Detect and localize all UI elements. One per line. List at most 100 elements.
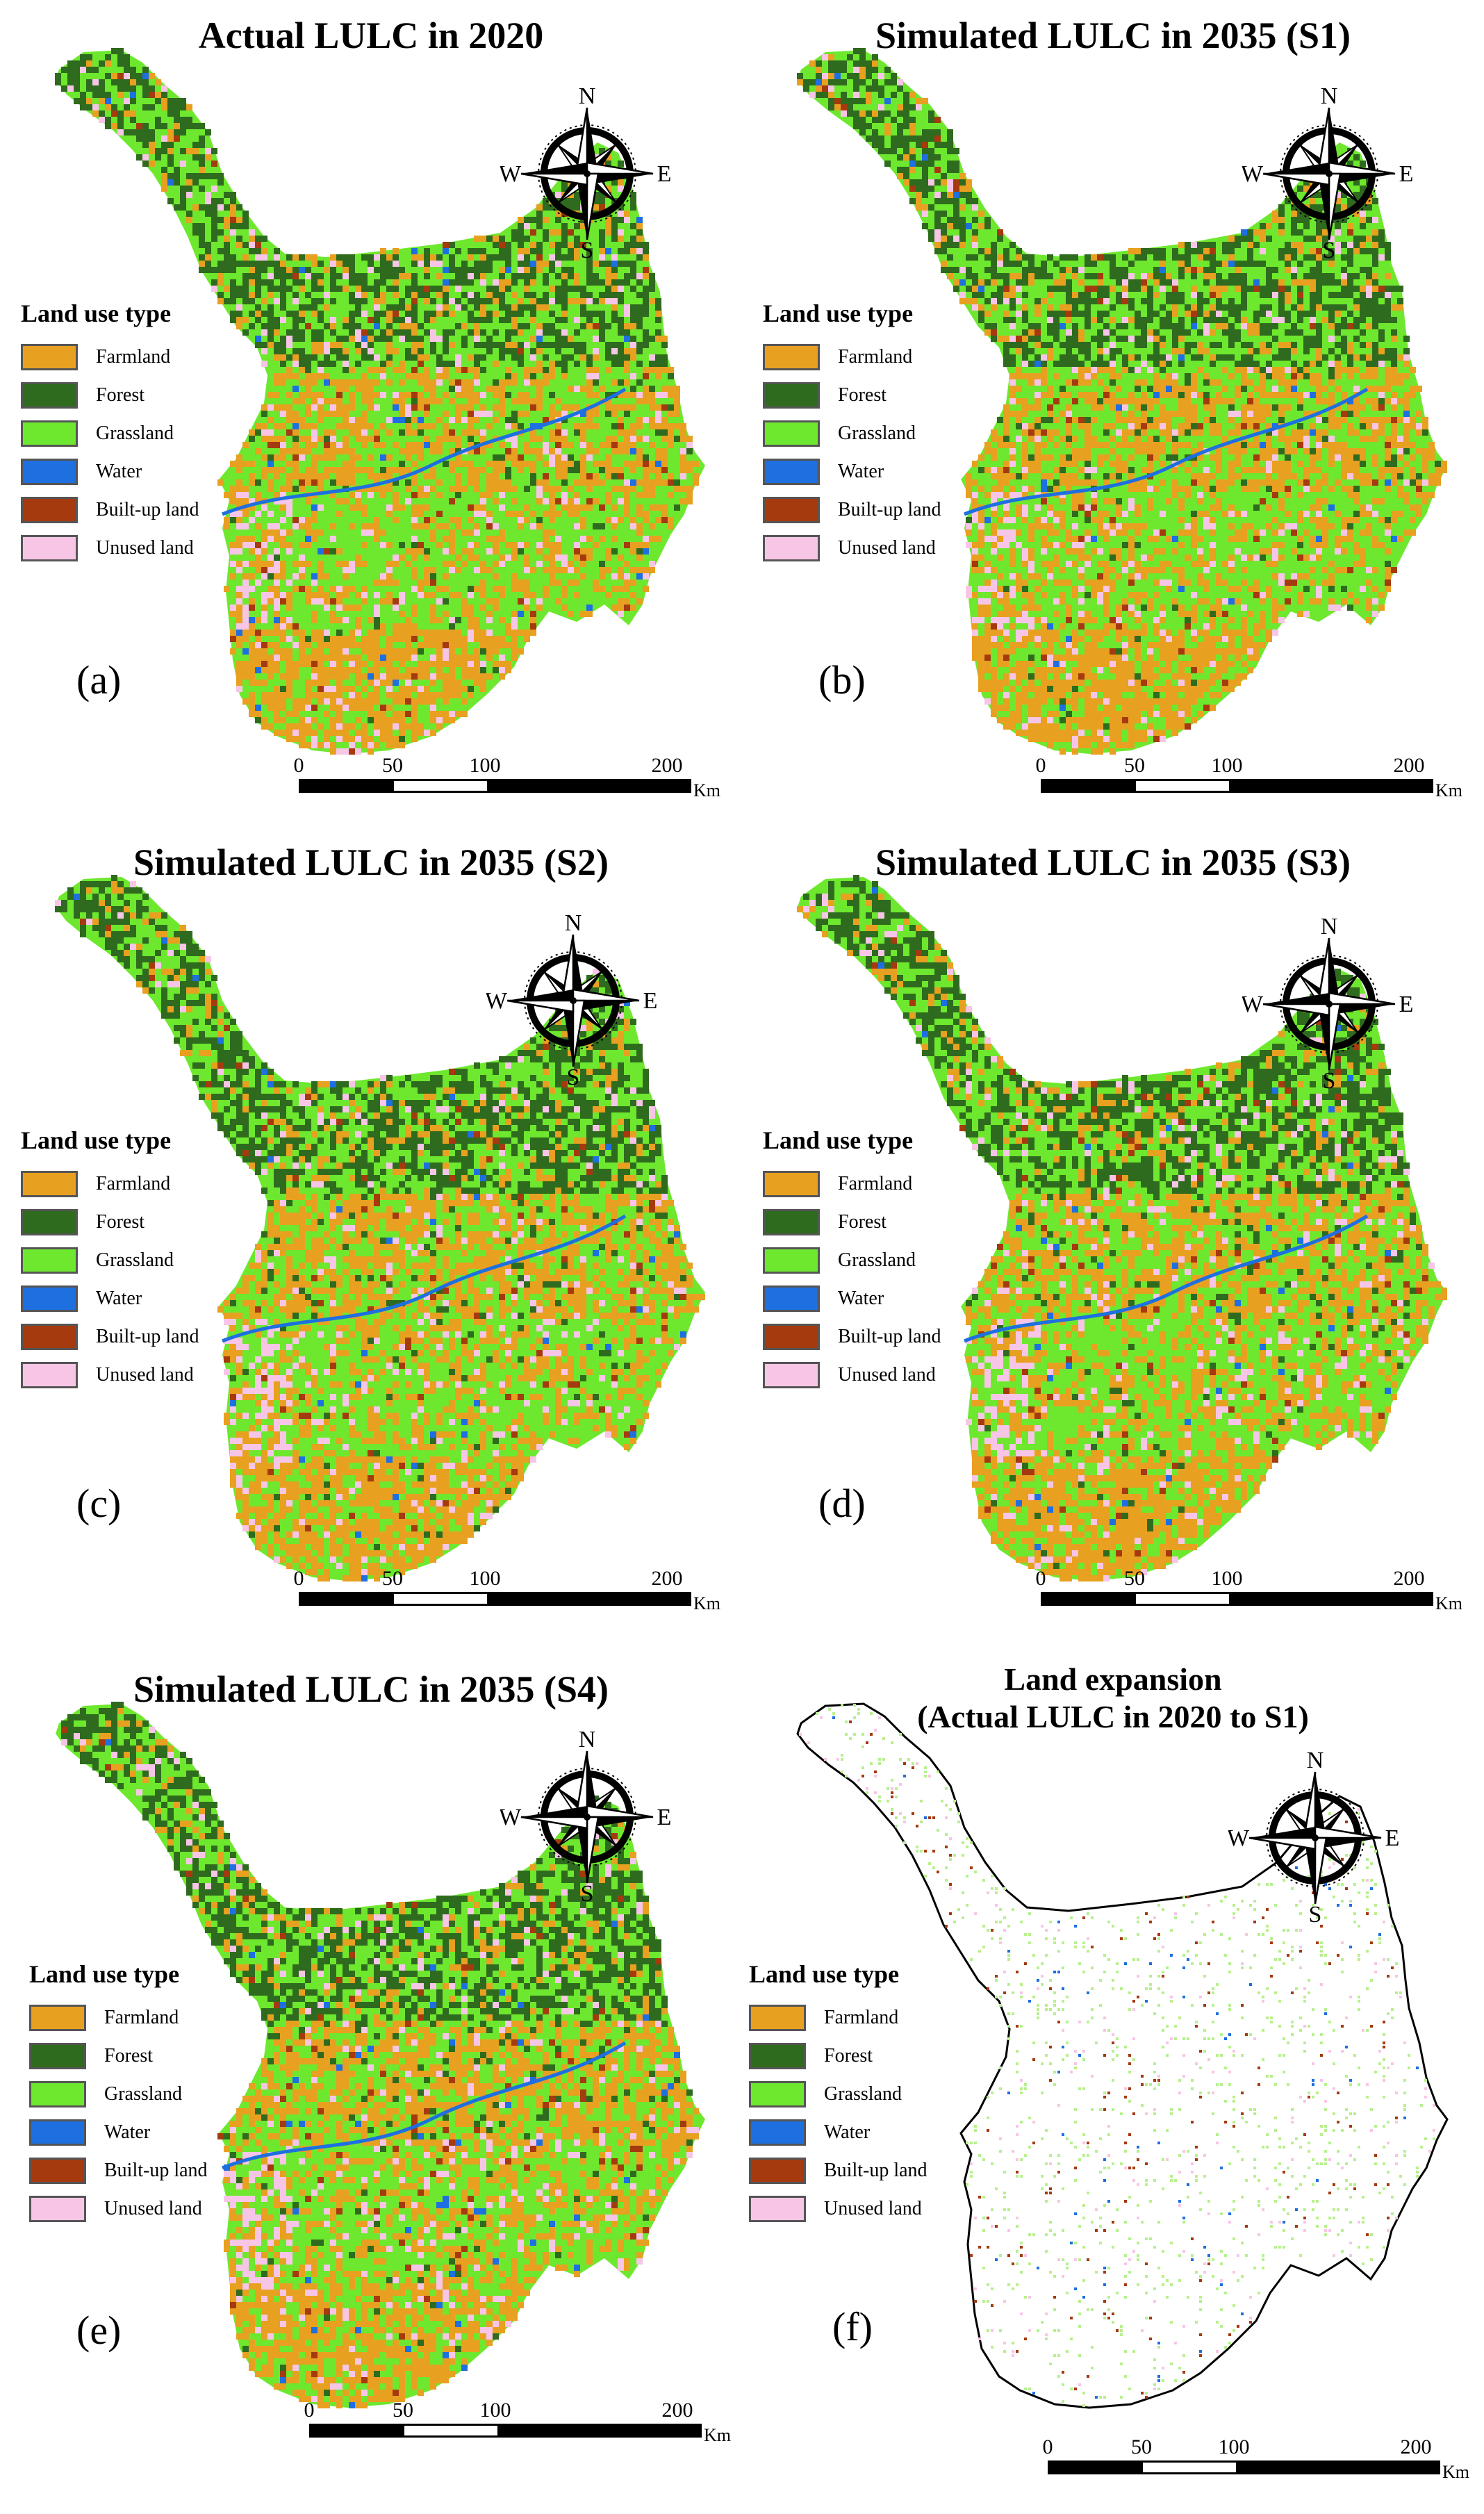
legend-item-water: Water: [763, 452, 941, 491]
river-line: [964, 387, 1369, 516]
map-raster: [55, 48, 705, 755]
legend-item-builtup: Built-up land: [29, 2151, 208, 2190]
legend-label: Water: [838, 1287, 884, 1309]
legend-label: Built-up land: [104, 2159, 208, 2181]
farmland-swatch: [763, 343, 820, 370]
legend-label: Built-up land: [838, 498, 941, 520]
legend-label: Farmland: [838, 1172, 913, 1194]
legend-item-forest: Forest: [763, 376, 941, 414]
scale-tick: 200: [661, 2399, 693, 2422]
compass-label: N: [1321, 917, 1338, 939]
scale-tick: 200: [1393, 754, 1425, 777]
legend-label: Unused land: [838, 536, 936, 559]
unused-swatch: [749, 2195, 806, 2222]
legend-label: Built-up land: [96, 498, 199, 520]
legend-item-forest: Forest: [763, 1203, 941, 1241]
map-raster: [797, 48, 1447, 755]
scale-unit: Km: [1435, 780, 1462, 800]
legend-item-unused: Unused land: [29, 2190, 208, 2228]
legend-label: Unused land: [104, 2197, 202, 2219]
forest-swatch: [21, 381, 78, 409]
unused-swatch: [21, 1361, 78, 1388]
grassland-swatch: [763, 1247, 820, 1274]
scale-bar-segments: [1041, 779, 1433, 793]
legend-item-forest: Forest: [21, 1203, 199, 1241]
panel-label: (b): [818, 657, 866, 703]
legend-label: Unused land: [96, 1363, 194, 1386]
grassland-swatch: [763, 420, 820, 447]
compass-label: W: [500, 1805, 522, 1830]
builtup-swatch: [763, 496, 820, 523]
compass-label: N: [1307, 1751, 1324, 1773]
panel-title: Simulated LULC in 2035 (S4): [133, 1668, 609, 1710]
legend-item-farmland: Farmland: [29, 1998, 208, 2037]
legend-item-unused: Unused land: [21, 1356, 199, 1394]
lulc-map: [797, 48, 1447, 755]
scale-bar: 0 50 100 200 Km: [1036, 1567, 1463, 1622]
unused-swatch: [763, 1361, 820, 1388]
legend-item-grassland: Grassland: [21, 1241, 199, 1279]
scale-bar: 0 50 100 200 Km: [294, 1567, 721, 1622]
legend-label: Unused land: [838, 1363, 936, 1386]
compass-label: W: [486, 988, 508, 1014]
scale-bar-segments: [299, 779, 691, 793]
legend: Land use type Farmland Forest Grassland …: [763, 1126, 941, 1394]
scale-tick: 50: [1124, 754, 1145, 777]
legend-item-builtup: Built-up land: [749, 2151, 928, 2190]
legend-label: Built-up land: [838, 1325, 941, 1347]
scale-unit: Km: [693, 780, 720, 800]
water-swatch: [21, 458, 78, 485]
compass-label: W: [500, 161, 522, 187]
grassland-swatch: [29, 2080, 86, 2108]
scale-tick: 50: [1124, 1567, 1145, 1590]
scale-unit: Km: [1435, 1593, 1462, 1613]
scale-tick: 100: [1218, 2435, 1250, 2458]
scale-tick: 50: [382, 1567, 403, 1590]
legend: Land use type Farmland Forest Grassland …: [29, 1960, 208, 2228]
compass-label: S: [1323, 1068, 1336, 1091]
study-area: [56, 1704, 705, 2408]
legend-item-farmland: Farmland: [763, 1165, 941, 1203]
lulc-map: [55, 875, 705, 1581]
legend: Land use type Farmland Forest Grassland …: [21, 1126, 199, 1394]
compass-label: E: [1399, 992, 1414, 1017]
scale-tick: 50: [1131, 2435, 1152, 2458]
compass-rose-icon: N S E W: [500, 87, 671, 261]
scale-tick: 200: [1400, 2435, 1432, 2458]
compass-label: E: [1385, 1825, 1400, 1851]
scale-tick: 200: [1393, 1567, 1425, 1590]
farmland-swatch: [763, 1170, 820, 1197]
scale-tick: 0: [1035, 754, 1046, 777]
farmland-swatch: [21, 1170, 78, 1197]
water-swatch: [29, 2119, 86, 2146]
legend-item-builtup: Built-up land: [763, 491, 941, 529]
compass-label: S: [581, 1881, 594, 1904]
scale-tick: 0: [293, 754, 304, 777]
expansion-map: [796, 1702, 1449, 2409]
map-raster: [55, 875, 705, 1581]
forest-swatch: [29, 2042, 86, 2069]
panel-a: Actual LULC in 2020 N S E W Land use type F…: [0, 0, 742, 838]
river-line: [222, 387, 627, 516]
legend-item-forest: Forest: [21, 376, 199, 414]
panel-label: (a): [76, 657, 122, 703]
water-swatch: [763, 458, 820, 485]
legend-item-grassland: Grassland: [763, 414, 941, 452]
panel-c: Simulated LULC in 2035 (S2) N S E W Land us…: [0, 827, 742, 1665]
panel-label: (c): [76, 1481, 122, 1526]
panel-label: (f): [832, 2304, 873, 2349]
panel-d: Simulated LULC in 2035 (S3) N S E W Land us…: [742, 827, 1484, 1665]
compass-label: N: [579, 87, 596, 109]
builtup-swatch: [21, 1323, 78, 1350]
scale-tick: 100: [469, 754, 501, 777]
panel-f: Land expansion (Actual LULC in 2020 to S…: [742, 1654, 1484, 2492]
legend-item-builtup: Built-up land: [763, 1317, 941, 1356]
scale-bar: 0 50 100 200 Km: [1043, 2435, 1470, 2491]
legend-label: Water: [96, 460, 142, 482]
legend-item-farmland: Farmland: [21, 1165, 199, 1203]
legend-label: Grassland: [838, 1249, 916, 1271]
forest-swatch: [763, 381, 820, 409]
compass-rose-icon: N S E W: [500, 1730, 671, 1904]
legend-label: Unused land: [96, 536, 194, 559]
legend-item-water: Water: [29, 2113, 208, 2151]
